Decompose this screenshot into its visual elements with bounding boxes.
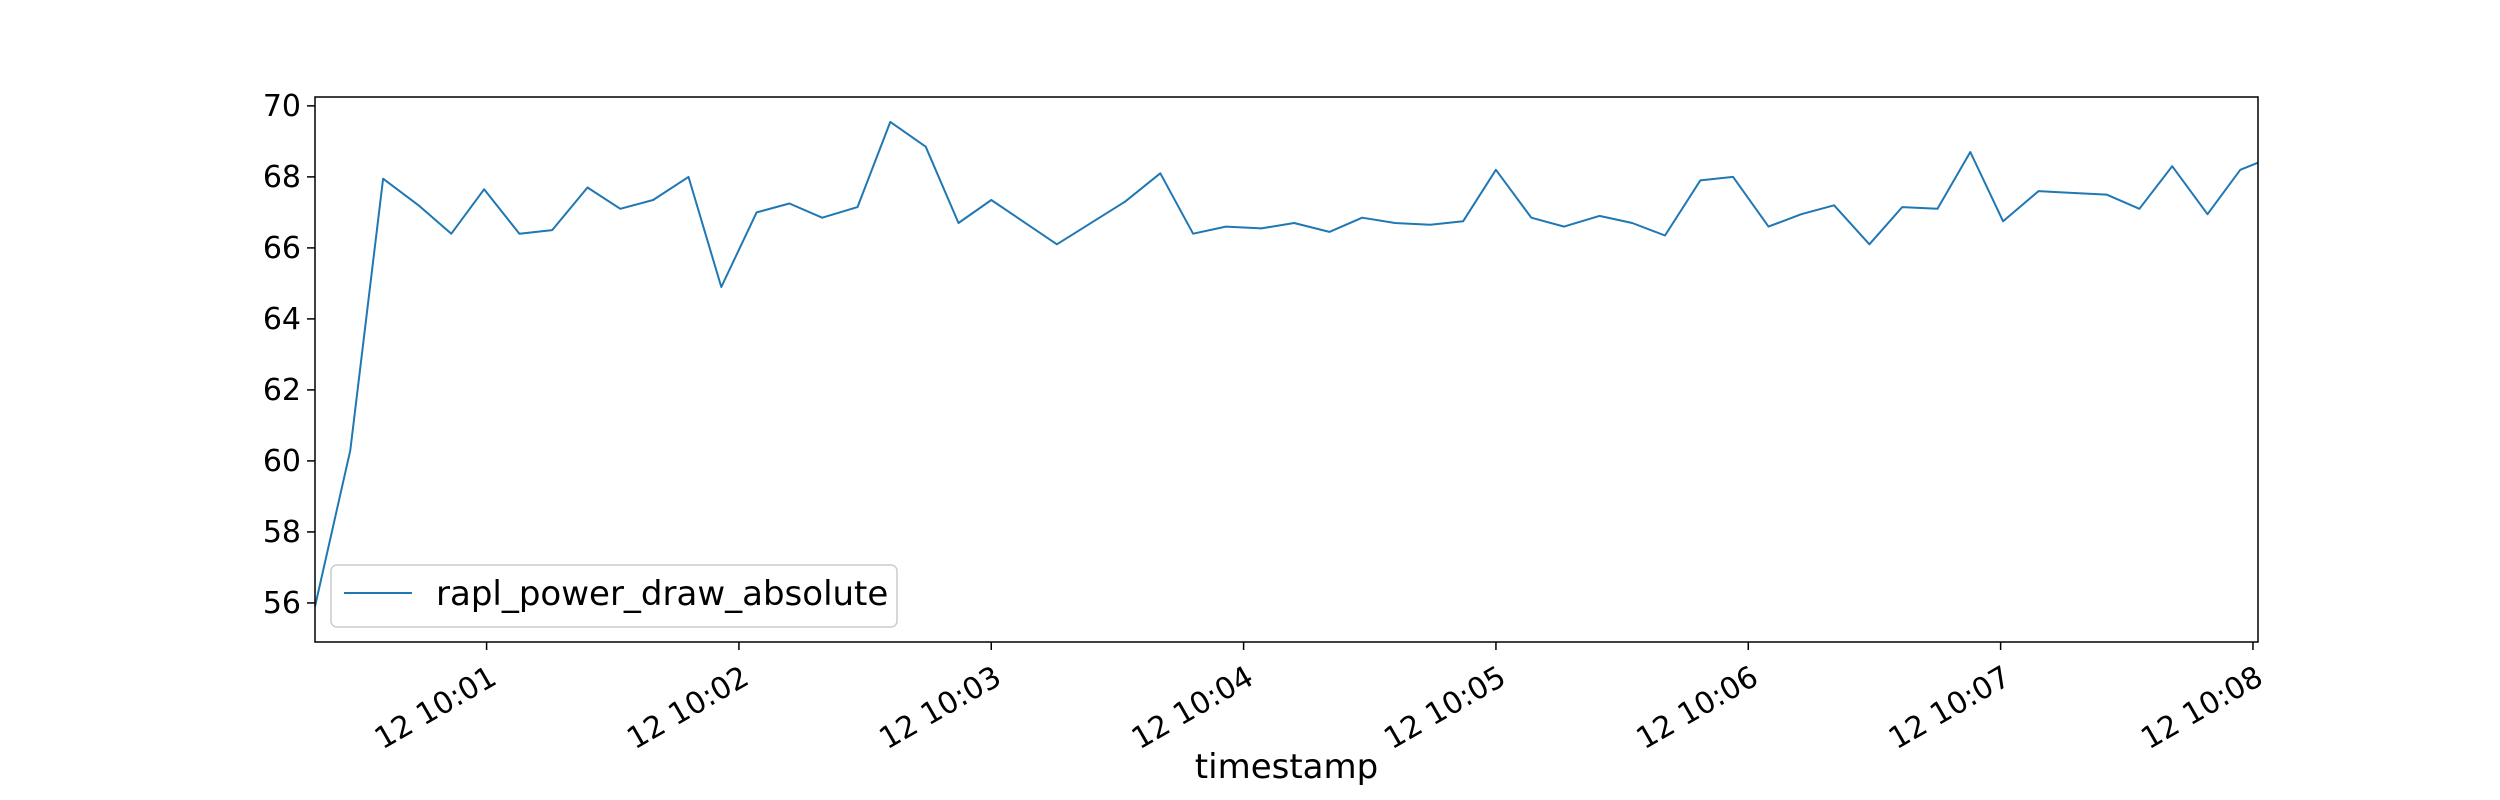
y-tick-label: 70: [263, 89, 301, 124]
y-tick-label: 56: [263, 586, 301, 621]
x-tick-label: 12 10:01: [369, 659, 503, 756]
y-tick-label: 62: [263, 373, 301, 408]
y-tick-label: 58: [263, 515, 301, 550]
legend-label: rapl_power_draw_absolute: [436, 574, 888, 614]
y-tick-label: 60: [263, 444, 301, 479]
legend: rapl_power_draw_absolute: [330, 564, 898, 628]
y-tick-label: 68: [263, 160, 301, 195]
axes-frame: [314, 96, 2259, 643]
x-tick-label: 12 10:06: [1631, 659, 1765, 756]
x-tick-label: 12 10:03: [874, 659, 1008, 756]
x-tick-label: 12 10:07: [1883, 659, 2017, 756]
x-axis: 12 10:01 12 10:02 12 10:03 12 10:04 12 10:05…: [369, 642, 2269, 757]
x-axis-title: timestamp: [1195, 747, 1378, 787]
plot-area: [314, 120, 2259, 607]
x-tick-label: 12 10:04: [1126, 659, 1260, 756]
y-tick-label: 64: [263, 302, 301, 337]
x-tick-label: 12 10:05: [1378, 659, 1512, 756]
series-line-rapl-power-draw-absolute: [314, 120, 2259, 607]
legend-box: [330, 564, 898, 628]
x-tick-label: 12 10:02: [621, 659, 755, 756]
y-tick-label: 66: [263, 231, 301, 266]
y-axis: 56 58 60 62 64 66 68 70: [263, 89, 315, 621]
x-tick-label: 12 10:08: [2135, 659, 2269, 756]
